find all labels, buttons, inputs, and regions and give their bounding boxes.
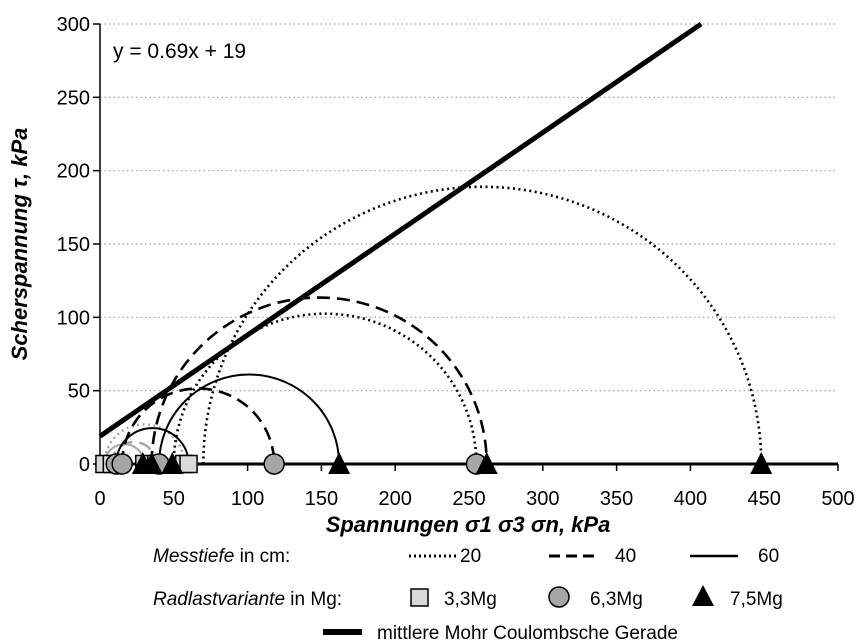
x-tick-label: 200 — [379, 488, 412, 510]
x-tick-label: 50 — [163, 488, 185, 510]
coulomb-line — [98, 21, 703, 439]
circle-marker — [111, 453, 133, 475]
y-tick-label: 100 — [57, 307, 90, 329]
x-tick-label: 150 — [305, 488, 338, 510]
x-tick-label: 350 — [600, 488, 633, 510]
legend-square-marker — [410, 588, 429, 607]
legend-depth-heading: Messtiefe in cm: — [153, 546, 290, 567]
legend-depth-60: 60 — [758, 546, 779, 567]
y-tick-label: 50 — [68, 381, 90, 403]
circle-marker — [263, 453, 285, 475]
legend-load-75: 7,5Mg — [730, 589, 783, 610]
y-tick-label: 250 — [57, 87, 90, 109]
x-tick-label: 300 — [526, 488, 559, 510]
square-marker — [179, 454, 198, 474]
equation-annotation: y = 0.69x + 19 — [113, 40, 246, 63]
mohr-circle — [120, 387, 276, 465]
legend-load-33: 3,3Mg — [444, 589, 497, 610]
y-tick-label: 300 — [57, 14, 90, 36]
legend-circle-marker — [548, 586, 570, 608]
x-tick-label: 0 — [94, 488, 105, 510]
mohr-circle — [172, 312, 478, 465]
legend-triangle-marker — [692, 585, 714, 606]
x-tick-label: 400 — [674, 488, 707, 510]
tick-labels: 0 50 100 150 200 250 300 0 50 100 150 200 250 300 350 4… — [57, 14, 855, 510]
y-tick-label: 0 — [79, 454, 90, 476]
legend: Messtiefe in cm: 20 40 60 Radlastvariant… — [153, 546, 783, 644]
coulomb-line-layer — [98, 21, 703, 439]
x-axis-title: Spannungen σ1 σ3 σn, kPa — [326, 512, 611, 537]
x-tick-label: 100 — [231, 488, 264, 510]
legend-depth-20: 20 — [460, 546, 481, 567]
mohr-circle — [115, 427, 190, 465]
y-tick-label: 200 — [57, 161, 90, 183]
mohr-circle — [202, 185, 763, 465]
x-tick-label: 500 — [821, 488, 854, 510]
axes — [93, 23, 839, 471]
legend-line-label: mittlere Mohr Coulombsche Gerade — [377, 623, 678, 644]
y-tick-label: 150 — [57, 234, 90, 256]
triangle-marker — [475, 452, 498, 474]
triangle-marker — [328, 452, 351, 474]
triangle-marker — [750, 452, 773, 474]
legend-depth-40: 40 — [615, 546, 636, 567]
legend-load-heading: Radlastvariante in Mg: — [153, 589, 342, 610]
triangle-marker — [140, 452, 163, 474]
x-tick-label: 450 — [748, 488, 781, 510]
legend-load-63: 6,3Mg — [590, 589, 643, 610]
mohr-circle — [158, 373, 341, 465]
triangle-marker — [161, 452, 184, 474]
mohr-circles — [103, 185, 763, 465]
mohr-circle — [150, 296, 489, 465]
mohr-circle — [103, 423, 186, 465]
x-tick-label: 250 — [452, 488, 485, 510]
y-axis-title: Scherspannung τ, kPa — [7, 128, 32, 361]
stress-markers — [95, 452, 773, 475]
